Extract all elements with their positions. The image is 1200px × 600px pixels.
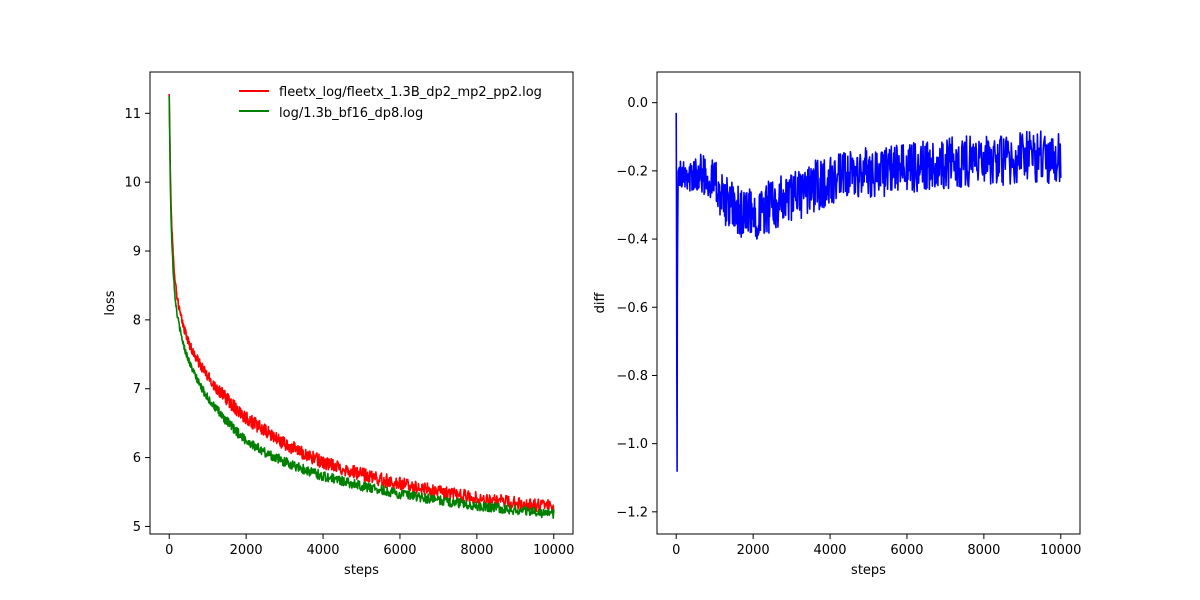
diff-x-tick-label: 2000 bbox=[737, 543, 770, 558]
loss-x-tick-label: 0 bbox=[165, 543, 173, 558]
loss-series-line-0 bbox=[168, 93, 555, 513]
diff-y-tick-label: −1.2 bbox=[616, 505, 648, 520]
loss-plot-frame bbox=[149, 71, 574, 535]
loss-plot-lines bbox=[168, 93, 555, 520]
diff-y-axis-label: diff bbox=[593, 292, 608, 314]
diff-x-ticks: 0 2000 4000 6000 8000 10000 bbox=[672, 534, 1081, 558]
loss-subplot: 0 2000 4000 6000 8000 10000 5 6 7 8 9 10 11 steps l… bbox=[103, 71, 574, 578]
diff-y-tick-label: −0.8 bbox=[616, 369, 648, 384]
loss-x-tick-label: 2000 bbox=[230, 543, 263, 558]
diff-x-tick-label: 4000 bbox=[813, 543, 846, 558]
loss-y-tick-label: 5 bbox=[133, 520, 141, 535]
diff-y-ticks: 0.0 −0.2 −0.4 −0.6 −0.8 −1.0 −1.2 bbox=[616, 96, 657, 520]
loss-y-tick-label: 7 bbox=[133, 382, 141, 397]
diff-x-tick-label: 10000 bbox=[1040, 543, 1081, 558]
diff-x-tick-label: 0 bbox=[672, 543, 680, 558]
loss-x-ticks: 0 2000 4000 6000 8000 10000 bbox=[165, 534, 574, 558]
diff-y-tick-label: −1.0 bbox=[616, 437, 648, 452]
loss-x-tick-label: 6000 bbox=[383, 543, 416, 558]
diff-y-tick-label: −0.6 bbox=[616, 301, 648, 316]
diff-y-tick-label: −0.4 bbox=[616, 233, 648, 248]
diff-y-tick-label: −0.2 bbox=[616, 164, 648, 179]
loss-legend: fleetx_log/fleetx_1.3B_dp2_mp2_pp2.log l… bbox=[239, 85, 542, 121]
loss-x-tick-label: 10000 bbox=[533, 543, 574, 558]
loss-x-tick-label: 8000 bbox=[460, 543, 493, 558]
loss-y-tick-label: 11 bbox=[124, 107, 141, 122]
loss-series-line-1 bbox=[168, 96, 555, 520]
diff-x-tick-label: 8000 bbox=[967, 543, 1000, 558]
diff-series-line-0 bbox=[675, 112, 1062, 472]
diff-y-tick-label: 0.0 bbox=[627, 96, 648, 111]
diff-subplot: 0 2000 4000 6000 8000 10000 0.0 −0.2 −0.4 −0.6 −0… bbox=[593, 71, 1081, 578]
loss-y-tick-label: 9 bbox=[133, 245, 141, 260]
loss-y-ticks: 5 6 7 8 9 10 11 bbox=[124, 107, 150, 535]
loss-y-axis-label: loss bbox=[103, 290, 118, 315]
loss-x-tick-label: 4000 bbox=[306, 543, 339, 558]
legend-label-fleetx: fleetx_log/fleetx_1.3B_dp2_mp2_pp2.log bbox=[279, 85, 542, 100]
loss-y-tick-label: 6 bbox=[133, 451, 141, 466]
diff-plot-lines bbox=[675, 112, 1062, 472]
legend-label-bf16: log/1.3b_bf16_dp8.log bbox=[279, 106, 423, 121]
diff-plot-frame bbox=[656, 71, 1081, 535]
diff-x-tick-label: 6000 bbox=[890, 543, 923, 558]
loss-y-tick-label: 10 bbox=[124, 176, 141, 191]
loss-x-axis-label: steps bbox=[344, 563, 379, 578]
loss-y-tick-label: 8 bbox=[133, 313, 141, 328]
diff-x-axis-label: steps bbox=[851, 563, 886, 578]
